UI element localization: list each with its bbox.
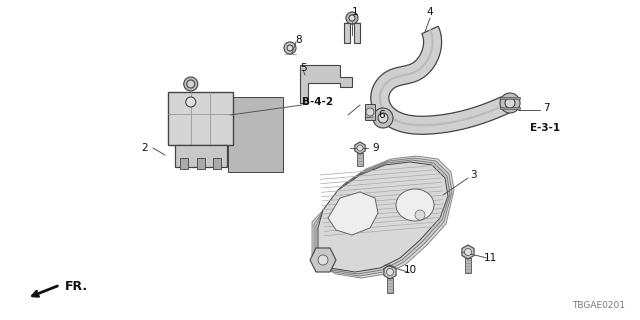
Polygon shape [355, 142, 365, 154]
Text: B-4-2: B-4-2 [302, 97, 333, 107]
Bar [387, 278, 393, 293]
Bar [354, 23, 360, 43]
Bar [196, 158, 205, 169]
Ellipse shape [396, 189, 434, 221]
Polygon shape [316, 160, 450, 274]
Circle shape [465, 249, 472, 255]
Bar [344, 23, 350, 43]
Text: 4: 4 [427, 7, 433, 17]
Polygon shape [371, 26, 509, 134]
Bar [500, 97, 520, 99]
Circle shape [387, 268, 394, 276]
Polygon shape [328, 192, 378, 235]
Polygon shape [312, 156, 454, 278]
Circle shape [349, 15, 355, 21]
Circle shape [184, 77, 198, 91]
Polygon shape [314, 158, 452, 276]
Text: TBGAE0201: TBGAE0201 [572, 301, 625, 310]
Polygon shape [310, 248, 336, 272]
Text: 2: 2 [141, 143, 148, 153]
Circle shape [378, 113, 388, 123]
Circle shape [505, 98, 515, 108]
Text: FR.: FR. [65, 279, 88, 292]
Text: 5: 5 [300, 63, 307, 73]
Circle shape [318, 255, 328, 265]
Circle shape [187, 80, 195, 88]
Bar [168, 92, 233, 145]
Circle shape [186, 97, 196, 107]
Bar [212, 158, 221, 169]
Circle shape [284, 42, 296, 54]
Polygon shape [462, 245, 474, 259]
Bar [228, 97, 283, 172]
Circle shape [366, 108, 374, 116]
Circle shape [287, 45, 293, 51]
Text: E-3-1: E-3-1 [530, 123, 560, 133]
Circle shape [500, 93, 520, 113]
Bar [365, 104, 375, 120]
Bar [175, 145, 227, 167]
Polygon shape [300, 65, 352, 103]
Text: 10: 10 [403, 265, 417, 275]
Circle shape [346, 12, 358, 24]
Bar [465, 258, 471, 273]
Circle shape [373, 108, 393, 128]
Text: 9: 9 [372, 143, 379, 153]
Text: 11: 11 [483, 253, 497, 263]
Text: 8: 8 [295, 35, 301, 45]
Text: 6: 6 [378, 110, 385, 120]
Circle shape [415, 210, 425, 220]
Polygon shape [384, 265, 396, 279]
Text: 1: 1 [352, 7, 358, 17]
Bar [500, 107, 520, 109]
Bar [357, 153, 363, 166]
Polygon shape [318, 162, 448, 272]
Text: 3: 3 [470, 170, 477, 180]
Circle shape [357, 145, 363, 151]
Text: 7: 7 [543, 103, 550, 113]
Bar [180, 158, 188, 169]
